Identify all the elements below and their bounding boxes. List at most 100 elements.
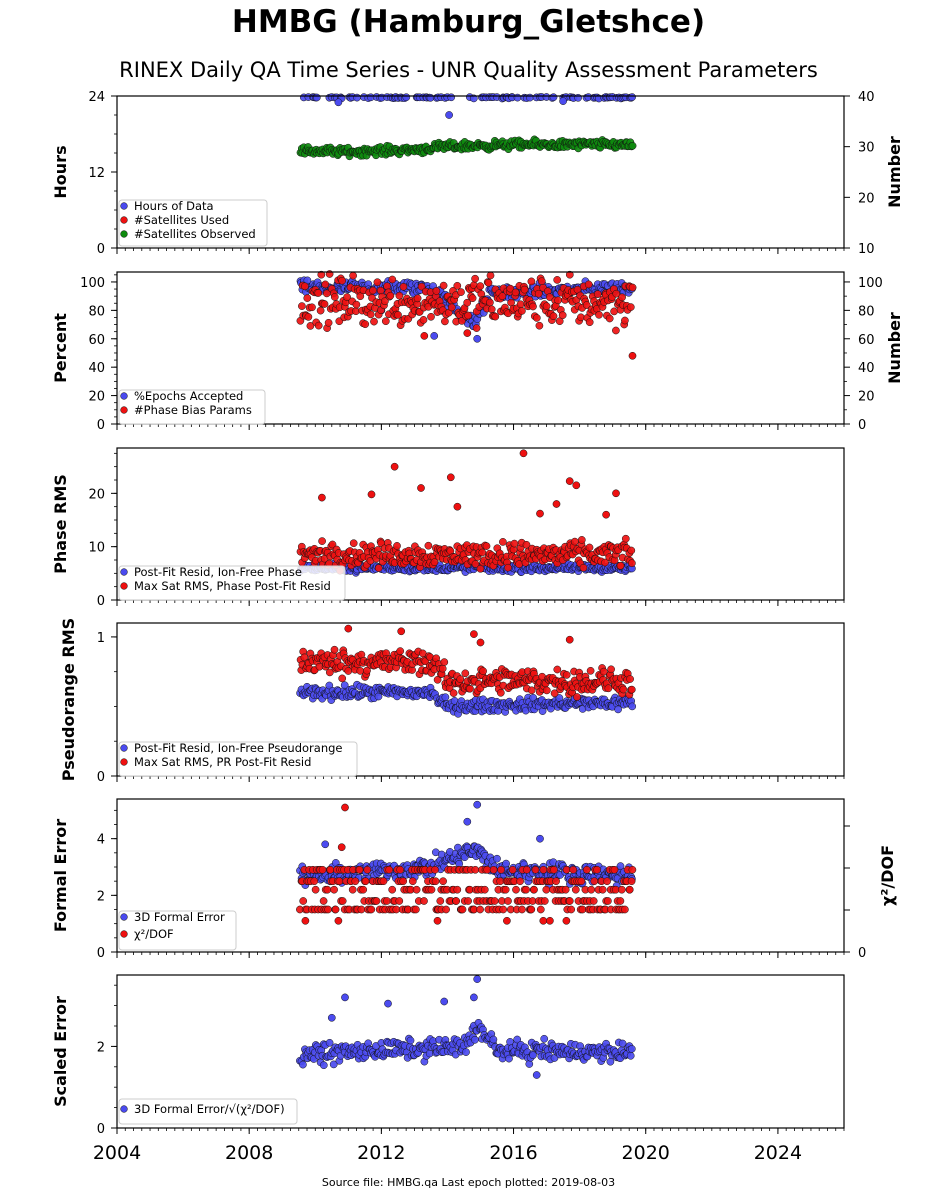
data-point [328, 540, 337, 549]
data-point [303, 294, 312, 302]
data-point [498, 292, 507, 301]
data-point [381, 317, 390, 326]
data-point [359, 885, 368, 894]
y-tick-label: 2 [97, 1040, 105, 1055]
data-point [306, 322, 315, 330]
x-tick-label: 2012 [357, 1142, 405, 1164]
data-point [343, 293, 351, 301]
legend: Post-Fit Resid, Ion-Free PseudorangeMax … [118, 741, 358, 777]
y-axis-label: Percent [51, 313, 70, 383]
series-1 [296, 975, 636, 1079]
data-point [626, 303, 635, 311]
series-1 [296, 800, 636, 890]
y-tick-label: 80 [88, 304, 105, 319]
series-1 [299, 93, 636, 119]
data-point [513, 93, 522, 102]
data-point [584, 280, 593, 289]
data-point [396, 647, 405, 655]
legend-label: #Phase Bias Params [134, 403, 252, 417]
y-right-tick-label: 60 [858, 333, 875, 348]
data-point [604, 897, 612, 905]
legend-label: Hours of Data [134, 199, 214, 213]
chart-subtitle: RINEX Daily QA Time Series - UNR Quality… [119, 58, 818, 82]
data-point [355, 865, 364, 874]
data-point [603, 877, 611, 886]
data-points [296, 624, 637, 718]
data-point [552, 500, 561, 508]
data-point [512, 885, 520, 894]
data-point [565, 477, 574, 485]
data-point [470, 993, 478, 1002]
legend-label: χ²/DOF [134, 927, 174, 941]
data-point [618, 293, 626, 302]
legend-label: Max Sat RMS, PR Post-Fit Resid [134, 755, 311, 769]
data-point [539, 916, 548, 925]
data-point [553, 276, 562, 284]
data-point [516, 300, 525, 309]
data-point [539, 865, 548, 874]
data-point [487, 305, 496, 314]
data-point [484, 278, 493, 287]
legend-label: #Satellites Used [134, 213, 229, 227]
data-point [324, 905, 332, 914]
data-point [536, 905, 545, 914]
legend-label: #Satellites Observed [134, 227, 256, 241]
data-point [595, 310, 603, 319]
y-right-tick-label: 20 [858, 390, 875, 405]
data-point [330, 645, 339, 654]
data-point [627, 1045, 636, 1053]
data-point [606, 1057, 615, 1066]
data-point [529, 302, 537, 311]
data-point [504, 563, 512, 572]
y-tick-label: 0 [97, 1122, 105, 1137]
legend: %Epochs Accepted#Phase Bias Params [118, 389, 266, 425]
legend-marker [120, 582, 128, 590]
data-point [476, 905, 484, 914]
data-point [441, 693, 450, 702]
data-point [518, 307, 526, 315]
data-point [330, 885, 338, 894]
data-point [593, 290, 602, 298]
data-point [420, 332, 429, 340]
data-point [390, 462, 399, 471]
data-point [341, 993, 349, 1002]
legend: 3D Formal Error χ²/DOF [118, 910, 237, 951]
data-point [489, 1035, 498, 1044]
data-point [497, 865, 505, 874]
data-point [319, 1061, 328, 1070]
data-point [522, 865, 531, 874]
data-point [478, 548, 487, 557]
data-point [628, 702, 637, 711]
legend-label: Max Sat RMS, Phase Post-Fit Resid [134, 579, 331, 593]
data-point [621, 534, 630, 543]
data-point [549, 312, 558, 321]
y-right-axis-label: χ²/DOF [878, 845, 897, 906]
y-right-tick-label: 10 [858, 242, 875, 257]
data-point [412, 905, 420, 914]
data-point [610, 865, 619, 874]
data-point [590, 877, 599, 886]
data-point [510, 539, 519, 548]
legend-label: 3D Formal Error [134, 910, 225, 924]
data-point [453, 502, 462, 511]
data-point [525, 1060, 534, 1068]
x-tick-label: 2024 [754, 1142, 802, 1164]
data-point [626, 1051, 635, 1060]
data-point [440, 997, 449, 1006]
data-point [536, 834, 544, 843]
data-point [490, 897, 499, 905]
data-point [381, 297, 389, 306]
data-point [628, 141, 637, 150]
y-right-tick-label: 0 [858, 946, 866, 961]
data-point [399, 877, 408, 886]
data-point [361, 320, 370, 329]
data-point [501, 885, 510, 894]
data-point [628, 865, 637, 874]
data-point [395, 291, 404, 300]
data-point [532, 314, 541, 322]
data-point [586, 666, 595, 675]
data-point [397, 627, 406, 636]
data-point [367, 905, 376, 914]
y-axis-label: Hours [51, 145, 70, 198]
y-tick-label: 0 [97, 770, 105, 785]
